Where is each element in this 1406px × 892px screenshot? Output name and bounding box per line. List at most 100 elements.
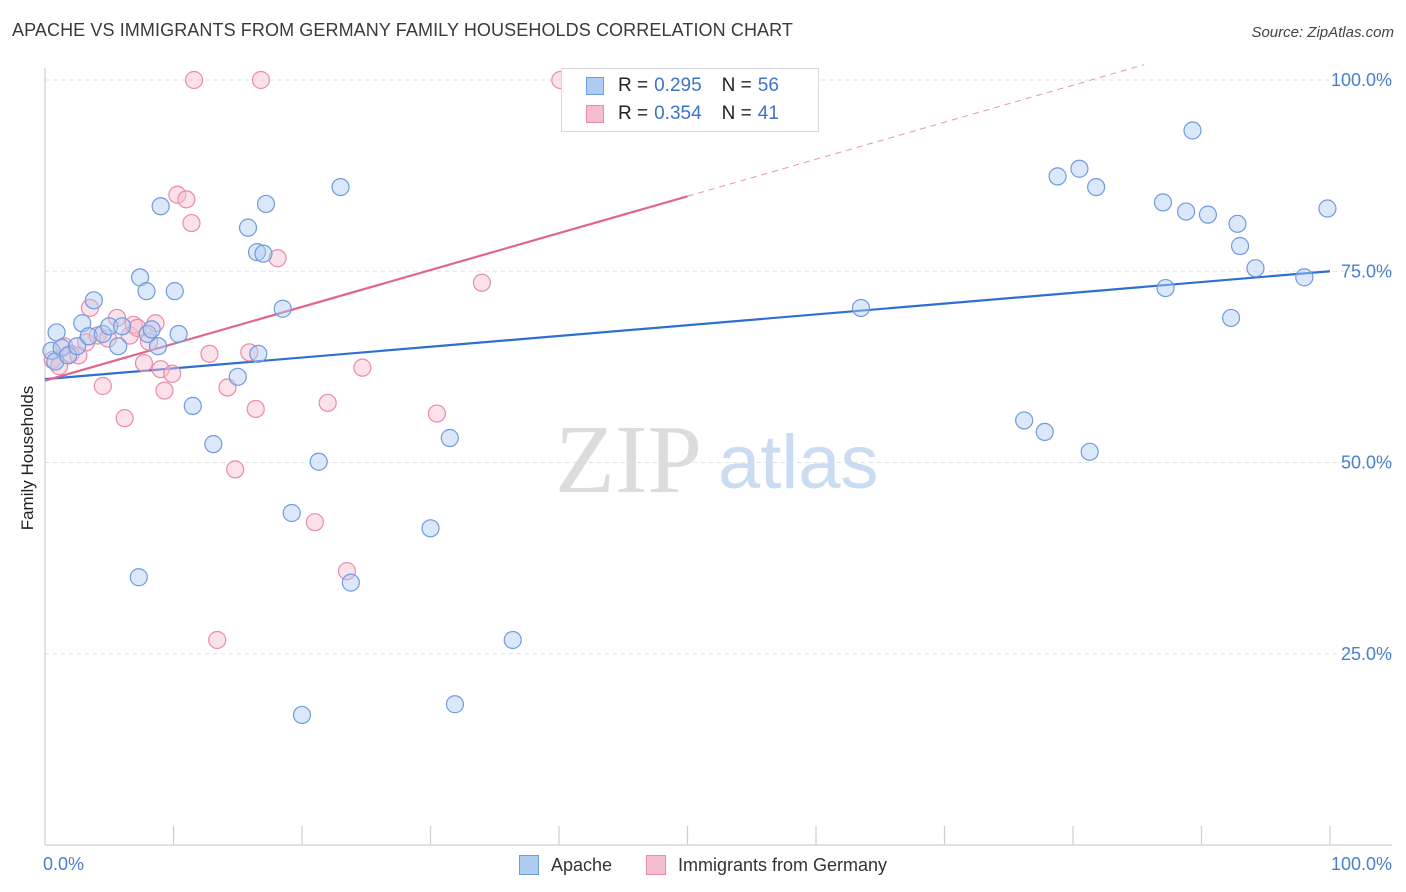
point-apache — [151, 197, 170, 216]
point-apache — [1176, 202, 1196, 221]
legend-r-value: 0.295 — [654, 75, 702, 96]
legend-n-value: 56 — [757, 75, 779, 96]
point-apache — [440, 428, 459, 448]
point-apache — [183, 396, 202, 415]
point-germany — [226, 460, 245, 479]
series-legend-apache[interactable]: Apache — [518, 854, 612, 876]
point-apache — [256, 194, 276, 214]
legend-r-value: 0.354 — [654, 103, 702, 124]
point-germany — [246, 399, 265, 419]
point-apache — [204, 435, 223, 454]
legend-row-germany: R = 0.354 N = 41 — [586, 103, 785, 125]
x-tick-label: 0.0% — [43, 854, 84, 874]
grid-lines — [45, 79, 1392, 655]
point-germany — [472, 273, 491, 292]
point-apache — [1035, 422, 1054, 441]
y-tick-label: 25.0% — [1341, 644, 1392, 664]
point-germany — [353, 358, 372, 377]
correlation-legend: R = 0.295 N = 56 R = 0.354 N = 41 — [561, 68, 819, 132]
series-swatch-germany — [646, 855, 666, 875]
point-germany — [115, 409, 134, 428]
point-apache — [1153, 193, 1173, 212]
point-apache — [169, 324, 188, 344]
trend-line-extension — [687, 64, 1145, 197]
point-apache — [47, 323, 66, 342]
point-germany — [184, 70, 204, 90]
data-points — [42, 70, 1337, 725]
point-germany — [177, 190, 196, 209]
point-germany — [305, 513, 324, 532]
trend-line-apache — [44, 270, 1331, 381]
point-apache — [1015, 411, 1034, 430]
point-apache — [1318, 199, 1337, 218]
point-apache — [165, 282, 184, 301]
point-apache — [445, 695, 465, 714]
legend-swatch-germany — [586, 105, 604, 123]
legend-r-label: R = — [618, 103, 649, 124]
point-apache — [142, 320, 161, 339]
legend-n-value: 41 — [757, 103, 779, 124]
point-germany — [182, 213, 201, 233]
point-apache — [1156, 278, 1175, 298]
watermark: ZIP atlas — [555, 406, 879, 514]
point-apache — [247, 243, 267, 262]
axes — [44, 68, 1392, 846]
point-germany — [128, 318, 147, 337]
point-apache — [228, 367, 247, 386]
legend-n-label: N = — [721, 75, 752, 96]
point-germany — [134, 353, 154, 373]
point-apache — [68, 337, 87, 356]
point-apache — [1183, 121, 1202, 140]
point-apache — [851, 298, 871, 318]
point-apache — [238, 218, 258, 237]
point-apache — [1198, 205, 1218, 224]
series-swatch-apache — [518, 855, 539, 875]
point-apache — [100, 317, 119, 336]
point-apache — [503, 630, 522, 650]
legend-row-apache: R = 0.295 N = 56 — [586, 75, 785, 97]
y-tick-label: 75.0% — [1341, 261, 1392, 281]
series-legend: Apache Immigrants from Germany — [0, 853, 1406, 877]
point-apache — [309, 452, 328, 471]
point-apache — [148, 337, 168, 356]
point-apache — [109, 337, 128, 356]
point-germany — [200, 344, 219, 363]
point-apache — [1087, 178, 1106, 197]
point-apache — [282, 503, 301, 523]
series-label-germany: Immigrants from Germany — [678, 854, 888, 875]
point-germany — [163, 364, 182, 383]
point-germany — [268, 249, 287, 268]
legend-n-label: N = — [721, 103, 752, 124]
point-apache — [129, 568, 148, 587]
point-apache — [254, 244, 273, 263]
point-germany — [427, 404, 447, 423]
point-apache — [1070, 159, 1089, 178]
point-germany — [251, 70, 270, 90]
x-tick-label: 100.0% — [1331, 854, 1392, 874]
point-germany — [208, 630, 227, 650]
point-apache — [84, 291, 103, 310]
point-apache — [249, 344, 268, 363]
tick-labels: 100.0% 75.0% 50.0% 25.0% 0.0% 100.0% — [43, 70, 1392, 874]
point-germany — [318, 393, 337, 412]
point-apache — [292, 705, 312, 725]
chart-source: Source: ZipAtlas.com — [1251, 24, 1394, 41]
point-apache — [1295, 268, 1314, 287]
point-apache — [1230, 236, 1250, 256]
legend-swatch-apache — [586, 77, 604, 95]
point-apache — [79, 327, 98, 346]
point-apache — [1048, 167, 1067, 186]
point-apache — [42, 341, 61, 360]
point-apache — [1221, 308, 1241, 328]
point-germany — [240, 343, 259, 362]
point-germany — [120, 326, 139, 345]
point-apache — [1228, 214, 1247, 233]
watermark-zip: ZIP — [555, 406, 702, 514]
point-apache — [137, 282, 156, 301]
point-germany — [337, 562, 357, 581]
point-apache — [341, 573, 360, 592]
point-apache — [112, 317, 132, 336]
series-legend-germany[interactable]: Immigrants from Germany — [646, 855, 887, 876]
series-label-apache: Apache — [550, 854, 612, 875]
